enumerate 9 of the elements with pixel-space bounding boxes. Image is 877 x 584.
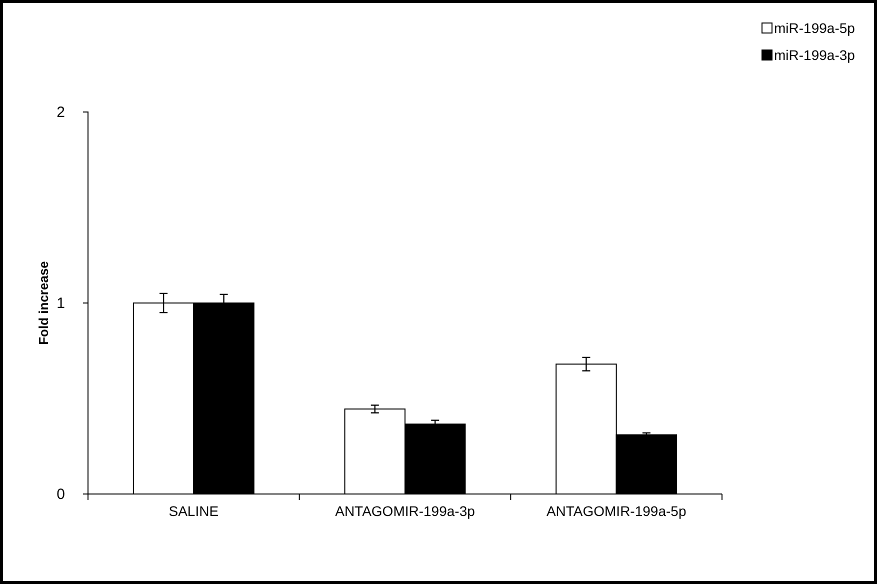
y-tick-label: 2 [56, 104, 65, 121]
x-tick-label: ANTAGOMIR-199a-3p [335, 502, 476, 519]
x-tick-label: SALINE [168, 502, 219, 519]
x-tick-label: ANTAGOMIR-199a-5p [546, 502, 686, 519]
y-tick-label: 1 [56, 294, 65, 312]
legend-label: miR-199a-3p [774, 47, 856, 63]
legend-label: miR-199a-5p [774, 20, 856, 36]
y-axis-title: Fold increase [36, 261, 51, 345]
y-tick-label: 0 [56, 486, 65, 503]
